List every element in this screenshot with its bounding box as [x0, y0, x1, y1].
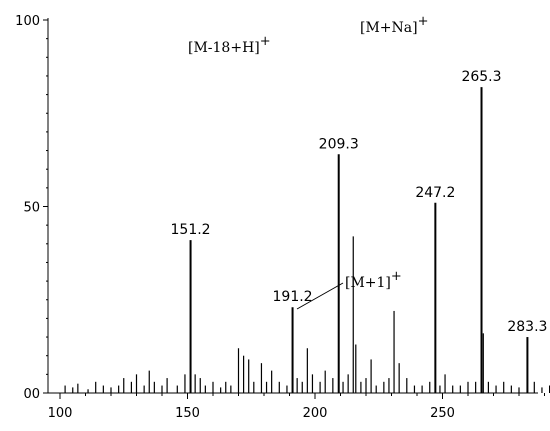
- y-tick-label: 00: [23, 387, 40, 402]
- spectrum-peaks: [64, 87, 550, 393]
- x-tick-label: 100: [48, 406, 73, 421]
- y-tick-labels: 00 50 100: [15, 14, 48, 402]
- annotations: [M-18+H]+ [M+Na]+ [M+1]+: [188, 14, 429, 310]
- x-tick-label: 200: [303, 406, 328, 421]
- peak-label: 191.2: [273, 289, 313, 305]
- peak-label: 151.2: [171, 222, 211, 238]
- peak-label: 283.3: [507, 319, 547, 335]
- x-tick-label: 150: [175, 406, 200, 421]
- annotation-m-plus-na: [M+Na]+: [360, 14, 429, 36]
- annotation-m-minus-18-plus-h: [M-18+H]+: [188, 34, 271, 56]
- x-tick-label: 250: [430, 406, 455, 421]
- peak-label: 265.3: [461, 69, 501, 85]
- y-tick-label: 100: [15, 14, 40, 29]
- annotation-m-plus-1: [M+1]+: [345, 269, 402, 291]
- y-tick-label: 50: [23, 201, 40, 216]
- x-tick-labels: 100150200250300350400450: [48, 406, 455, 421]
- annotation-m-plus-1-leader-line: [296, 282, 344, 310]
- peak-label: 209.3: [319, 136, 359, 152]
- minor-ticks: [46, 38, 545, 399]
- peak-label: 247.2: [415, 185, 455, 201]
